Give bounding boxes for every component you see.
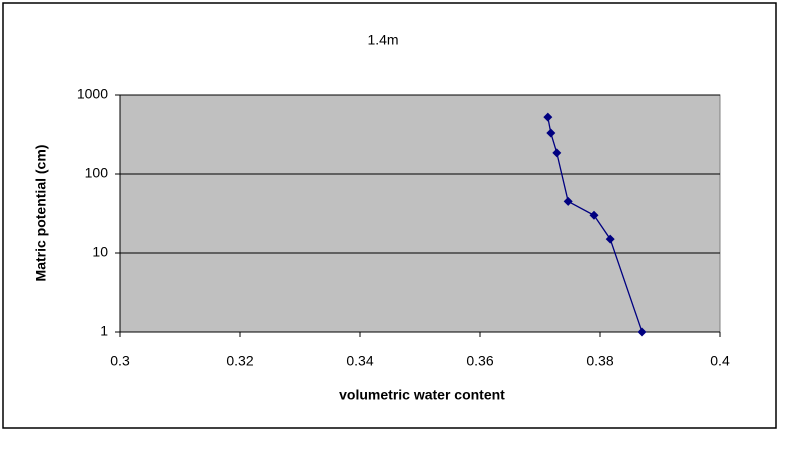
x-axis-label: volumetric water content <box>339 387 505 403</box>
plot-area <box>119 94 721 333</box>
x-tick-label: 0.38 <box>586 353 613 369</box>
x-tick-label: 0.36 <box>466 353 493 369</box>
chart-title: 1.4m <box>367 32 398 48</box>
data-point <box>563 196 573 206</box>
y-tick-label: 10 <box>92 244 108 260</box>
y-axis-label: Matric potential (cm) <box>33 145 49 282</box>
y-tick-label: 100 <box>85 165 109 181</box>
data-point <box>552 148 562 158</box>
x-tick-label: 0.34 <box>346 353 373 369</box>
x-tick-label: 0.32 <box>226 353 253 369</box>
data-point <box>543 112 553 122</box>
data-point <box>637 327 647 337</box>
y-tick-label: 1 <box>100 323 108 339</box>
x-tick-label: 0.3 <box>110 353 130 369</box>
x-tick-label: 0.4 <box>710 353 730 369</box>
data-point <box>605 234 615 244</box>
data-point <box>546 128 556 138</box>
data-point <box>589 210 599 220</box>
y-tick-label: 1000 <box>77 86 108 102</box>
